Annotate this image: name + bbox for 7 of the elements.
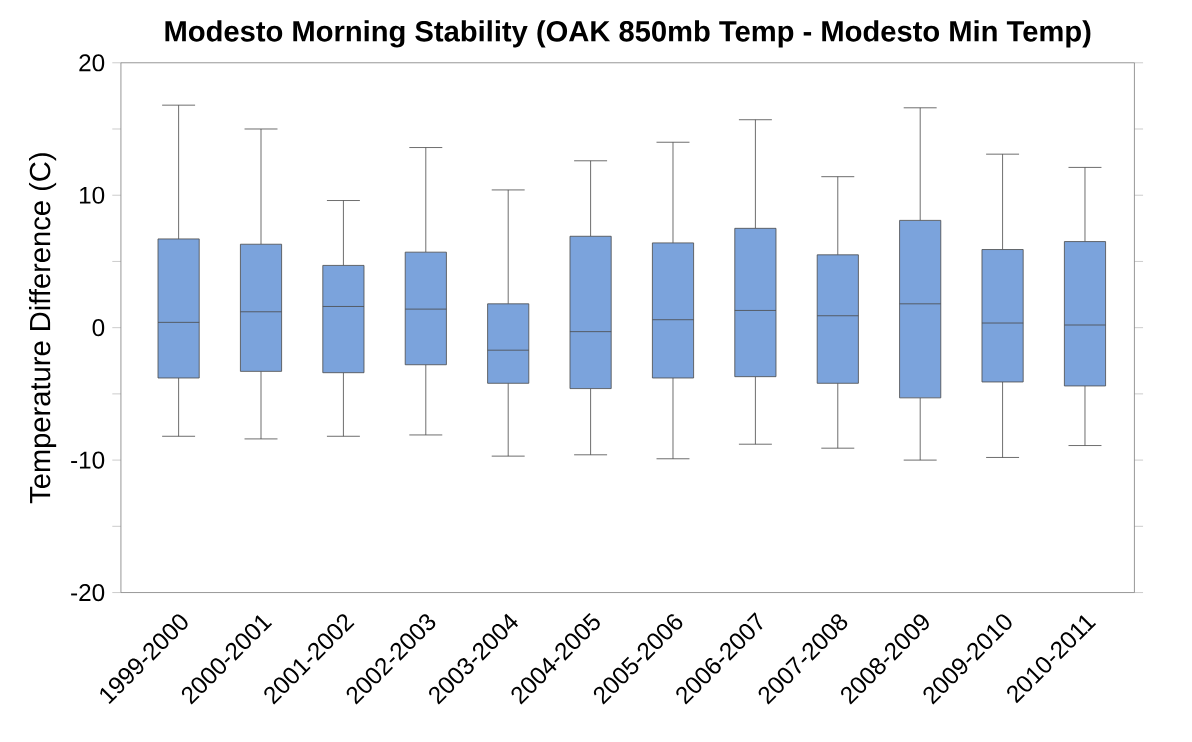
y-tick-label: -10: [71, 451, 105, 469]
y-tick-label: 0: [92, 318, 105, 337]
chart-title: Modesto Morning Stability (OAK 850mb Temp - Modesto Min Temp): [165, 20, 1091, 48]
y-tick-label: 20: [79, 54, 105, 72]
y-tick-label: 10: [79, 186, 105, 204]
y-tick-label: -20: [71, 583, 105, 602]
y-axis-title: Temperature Difference (C): [28, 153, 57, 504]
